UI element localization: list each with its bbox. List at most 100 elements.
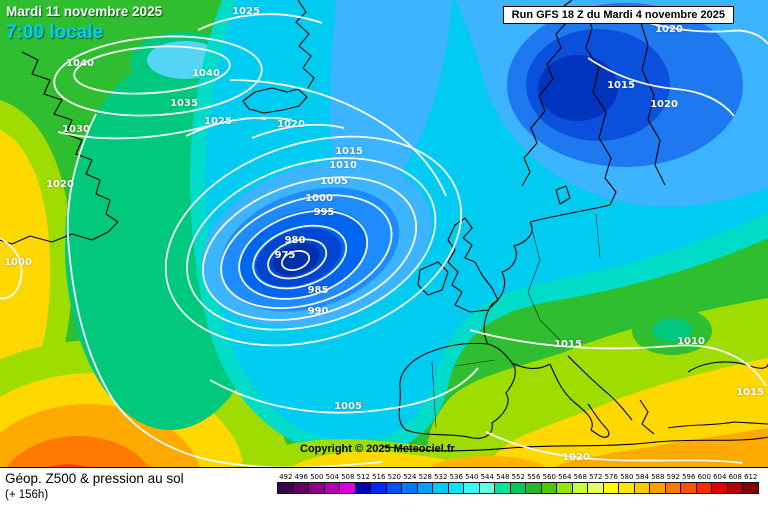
colorbar-cell [401,482,418,494]
colorbar-step: 524 [401,473,418,494]
colorbar-value: 520 [387,473,401,481]
colorbar-value: 608 [728,473,742,481]
colorbar-value: 576 [604,473,618,481]
isobar-label: 1025 [204,116,232,127]
colorbar-step: 536 [447,473,464,494]
colorbar-step: 504 [323,473,340,494]
colorbar-step: 580 [618,473,635,494]
isobar-label: 1040 [192,68,220,79]
isobar-label: 1010 [677,336,705,347]
colorbar-value: 544 [480,473,494,481]
colorbar-step: 556 [525,473,542,494]
isobar-labels-layer: 1025 1040 1040 1035 1030 1025 1020 1020 1015 1010… [4,6,764,463]
colorbar-cell [711,482,728,494]
isobar-label: 1020 [562,452,590,463]
isobar-label: 1025 [232,6,260,17]
forecast-time-label: 7:00 locale [6,22,104,43]
colorbar-cell [571,482,588,494]
colorbar-cell [509,482,526,494]
map-canvas: 1025 1040 1040 1035 1030 1025 1020 1020 1015 1010… [0,0,768,467]
colorbar-value: 596 [682,473,696,481]
isobar-label: 995 [314,207,335,218]
isobar-label: 1030 [62,124,90,135]
colorbar-step: 540 [463,473,480,494]
colorbar-cell [525,482,542,494]
colorbar-value: 500 [310,473,324,481]
colorbar-step: 500 [308,473,325,494]
weather-map: 1025 1040 1040 1035 1030 1025 1020 1020 1015 1010… [0,0,768,467]
colorbar-cell [602,482,619,494]
colorbar-step: 600 [695,473,712,494]
legend-panel: Géop. Z500 & pression au sol (+ 156h) 49… [0,467,768,512]
colorbar-value: 600 [697,473,711,481]
colorbar-step: 548 [494,473,511,494]
isobar-label: 975 [275,250,296,261]
colorbar-value: 528 [418,473,432,481]
colorbar-value: 496 [294,473,308,481]
colorbar-value: 516 [372,473,386,481]
colorbar-value: 580 [620,473,634,481]
isobar-label: 980 [285,235,306,246]
isobar-label: 1015 [554,339,582,350]
isobar-label: 1020 [46,179,74,190]
colorbar-cell [680,482,697,494]
colorbar-cell [277,482,294,494]
colorbar-cell [742,482,759,494]
colorbar-value: 504 [325,473,339,481]
colorbar-step: 612 [742,473,759,494]
isobars-layer [0,11,768,467]
colorbar-cell [695,482,712,494]
colorbar-step: 532 [432,473,449,494]
isobar-label: 1015 [607,80,635,91]
colorbar-value: 512 [356,473,370,481]
isobar-label: 1020 [655,24,683,35]
trough-tongue [330,0,452,203]
colorbar-cell [618,482,635,494]
colorbar-cell [447,482,464,494]
model-run-info-box: Run GFS 18 Z du Mardi 4 novembre 2025 [502,6,734,24]
colorbar-value: 604 [713,473,727,481]
colorbar-cell [354,482,371,494]
colorbar-step: 512 [354,473,371,494]
isobar-label: 1015 [736,387,764,398]
isobar-label: 1040 [66,58,94,69]
colorbar-step: 584 [633,473,650,494]
colorbar-value: 568 [573,473,587,481]
isobar-label: 1015 [335,146,363,157]
colorbar-cell [556,482,573,494]
isobar-label: 1020 [277,119,305,130]
colorbar-value: 492 [279,473,293,481]
colorbar-step: 508 [339,473,356,494]
colorbar-cell [478,482,495,494]
colorbar-step: 568 [571,473,588,494]
left-warm-bands [0,100,73,420]
colorbar-value: 560 [542,473,556,481]
colorbar-step: 608 [726,473,743,494]
colorbar-step: 520 [385,473,402,494]
colorbar-value: 532 [434,473,448,481]
colorbar-step: 492 [277,473,294,494]
colorbar-value: 540 [465,473,479,481]
isobar-label: 1000 [4,257,32,268]
colorbar-cell [494,482,511,494]
colorbar-step: 596 [680,473,697,494]
map-copyright: Copyright © 2025 Meteociel.fr [300,443,455,455]
colorbar-step: 496 [292,473,309,494]
isobar-label: 1010 [329,160,357,171]
isobar-label: 1005 [334,401,362,412]
colorbar-cell [633,482,650,494]
isobar-label: 1000 [305,193,333,204]
colorbar-value: 552 [511,473,525,481]
isobar-label: 990 [308,306,329,317]
colorbar-cell [540,482,557,494]
isobar-label: 1035 [170,98,198,109]
colorbar-cell [664,482,681,494]
isobar-label: 1020 [650,99,678,110]
colorbar-cell [370,482,387,494]
colorbar-value: 508 [341,473,355,481]
colorbar-step: 552 [509,473,526,494]
colorbar-step: 516 [370,473,387,494]
colorbar-value: 592 [666,473,680,481]
colorbar-step: 592 [664,473,681,494]
